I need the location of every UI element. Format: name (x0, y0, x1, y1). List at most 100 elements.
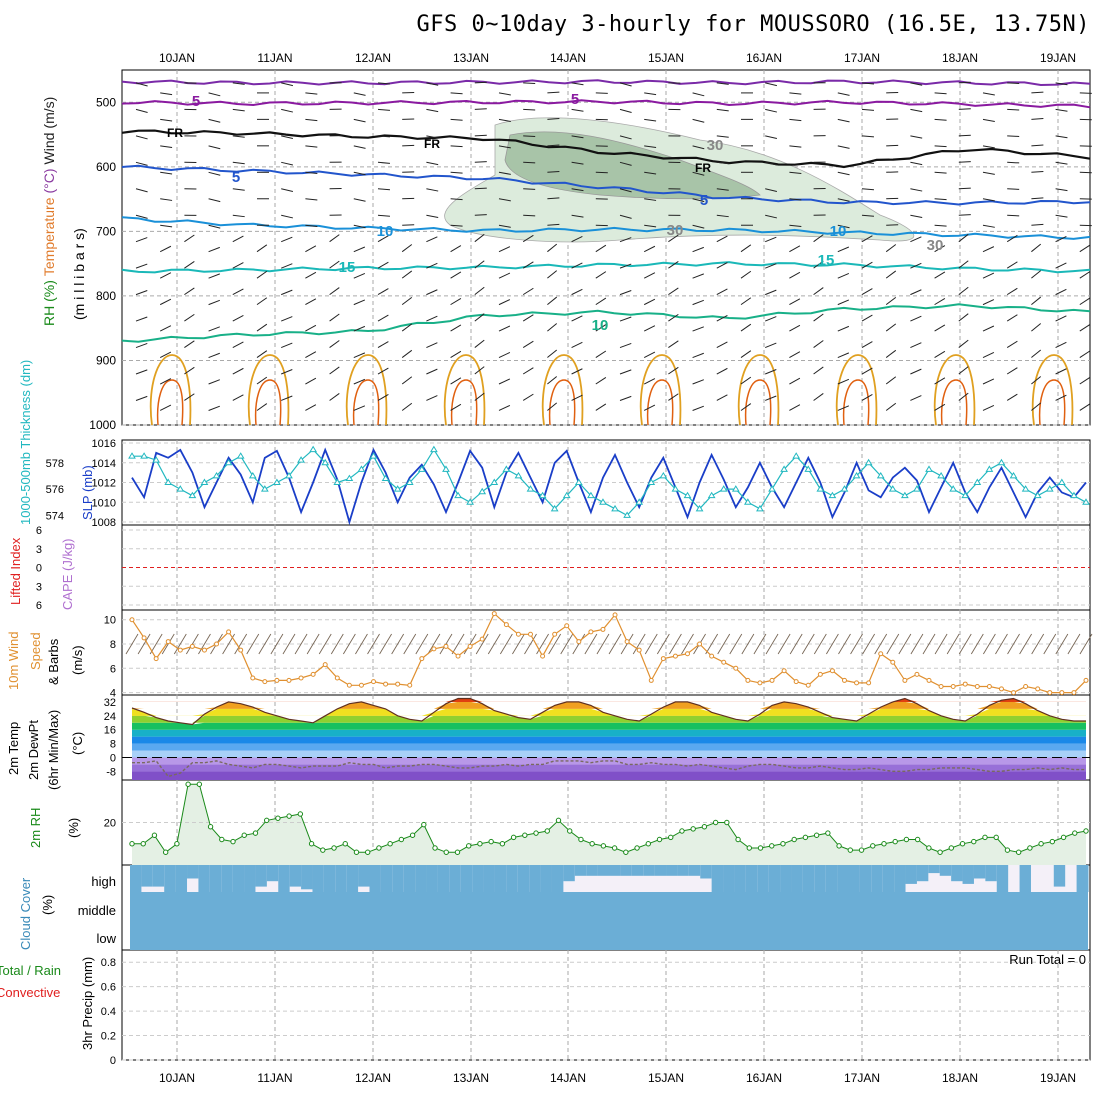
wind-barb (208, 224, 221, 229)
cloud-high-bg (597, 865, 610, 892)
wind-speed-point (733, 665, 739, 671)
wind-speed-point (817, 671, 823, 677)
wind-barb (692, 198, 705, 203)
wind-barb (1006, 314, 1018, 322)
wind-barb (789, 224, 802, 227)
surface-wind-barb (789, 633, 803, 655)
cloud-high-bar (973, 865, 986, 879)
rh-point (701, 824, 708, 830)
wind-barb (958, 187, 971, 190)
wind-speed-point (201, 647, 207, 653)
surface-isotherm-inner (548, 379, 576, 426)
wind-ylabel-2: Speed (28, 632, 43, 670)
rh-point (1060, 834, 1067, 841)
wind-barb (184, 393, 195, 401)
wind-barb (450, 118, 463, 121)
wind-barb (474, 233, 485, 243)
rh-point (129, 841, 135, 847)
wind-barb (910, 368, 922, 375)
wind-barb (982, 145, 995, 149)
wind-barb (281, 82, 294, 87)
surface-isotherm-inner (156, 379, 184, 426)
temp-band (132, 750, 1086, 758)
wind-barb (522, 340, 534, 348)
thickness-point (768, 485, 776, 492)
wind-barb (377, 235, 389, 243)
upper-air-ylabel: RH (%) Temperature (°C) Wind (m/s) (41, 97, 57, 326)
wind-barb (958, 313, 969, 322)
surface-wind-barb (608, 633, 622, 655)
pressure-tick: 900 (96, 353, 116, 367)
wind-barb (474, 260, 485, 269)
surface-wind-barb (391, 633, 405, 655)
cloud-high-bar (1053, 865, 1066, 887)
thickness-point (454, 491, 462, 499)
wind-barb (522, 234, 534, 243)
wind-barb (644, 198, 657, 201)
wind-barb (135, 342, 148, 349)
rh-point (387, 841, 393, 847)
rh-point (802, 834, 809, 841)
thickness-point (913, 485, 921, 492)
thickness-line (132, 448, 1087, 517)
wind-barb (1006, 261, 1018, 269)
rh-ylabel-1: 2m RH (28, 808, 43, 848)
wind-barb (789, 198, 802, 201)
surface-wind-barb (415, 633, 429, 655)
contour-label: 10 (377, 223, 394, 240)
thickness-point (273, 478, 281, 485)
wind-barb (813, 287, 824, 296)
lifted-index-tick: 3 (36, 581, 42, 593)
wind-barb (668, 366, 679, 375)
wind-barb (523, 161, 536, 164)
thickness-point (369, 452, 378, 459)
wind-barb (377, 214, 390, 217)
wind-barb (982, 198, 995, 202)
wind-barb (208, 92, 221, 97)
wind-barb (837, 378, 850, 385)
wind-speed-point (141, 635, 147, 641)
thickness-point (973, 478, 982, 485)
wind-barb (765, 82, 778, 87)
wind-barb (789, 377, 801, 385)
wind-barb (934, 245, 946, 253)
wind-barb (232, 135, 245, 138)
wind-barb (910, 342, 922, 349)
wind-barb (547, 223, 560, 226)
wind-speed-point (745, 677, 751, 683)
wind-barb (789, 404, 801, 411)
wind-barb (982, 224, 995, 228)
rh-point (544, 828, 550, 834)
wind-speed-point (286, 677, 292, 683)
wind-barb (474, 286, 485, 296)
thickness-point (1045, 485, 1054, 492)
wind-speed-point (962, 681, 968, 687)
wind-barb (643, 351, 656, 358)
wind-barb (910, 262, 922, 269)
wind-speed-point (709, 653, 715, 659)
rh-point (275, 815, 281, 821)
wind-barb (1055, 262, 1067, 269)
wind-barb (982, 325, 995, 332)
surface-wind-barb (173, 633, 187, 655)
wind-barb (861, 188, 874, 191)
surface-wind-barb (318, 633, 332, 655)
wind-barb (208, 246, 220, 253)
wind-barb (1055, 368, 1067, 375)
cloud-high-bar (916, 865, 929, 882)
pressure-tick: 700 (96, 224, 116, 238)
thickness-point (707, 491, 716, 499)
wind-barb (329, 313, 340, 322)
thickness-point (683, 491, 692, 499)
thickness-point (780, 465, 788, 472)
wind-barb (353, 273, 366, 279)
cloud-high-bar (403, 865, 416, 892)
wind-barb (232, 367, 244, 375)
wind-barb (571, 315, 583, 322)
temp-band (132, 743, 1086, 751)
wind-barb (401, 270, 413, 279)
wind-barb (160, 92, 173, 96)
thickness-point (152, 456, 161, 463)
wind-barb (377, 188, 390, 191)
wind-barb (740, 323, 752, 332)
